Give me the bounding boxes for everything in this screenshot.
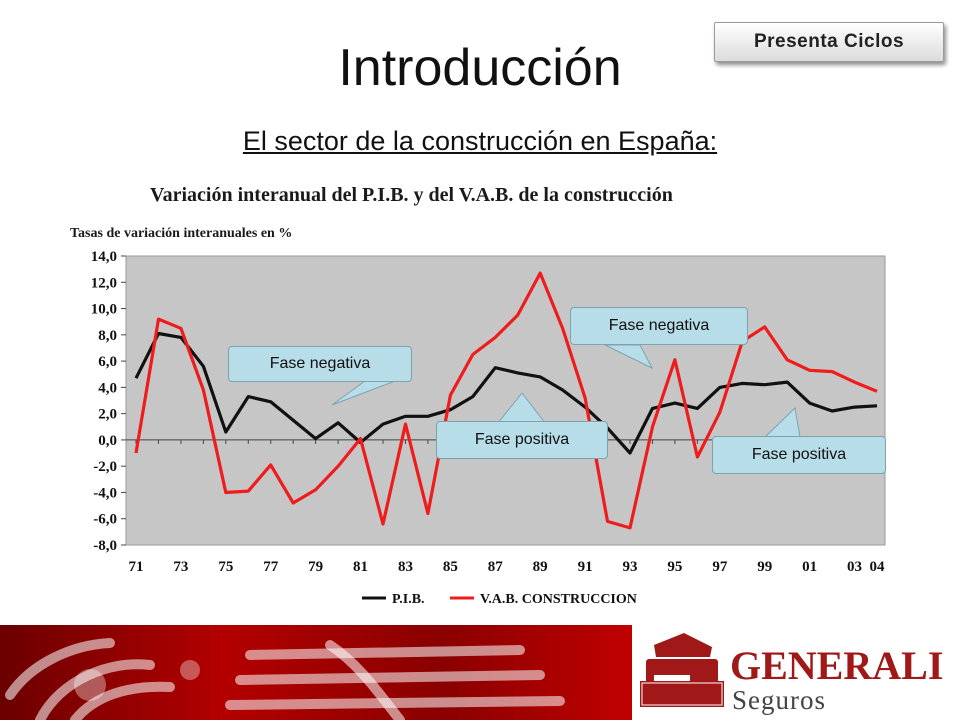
y-tick-label: -6,0 <box>93 512 117 528</box>
x-tick-label: 85 <box>443 559 458 575</box>
series-line-pib <box>134 331 878 455</box>
callout-fase-positiva-2: Fase positiva <box>712 436 886 474</box>
x-tick-label: 71 <box>129 559 144 575</box>
legend-label: V.A.B. CONSTRUCCION <box>480 592 637 607</box>
callout-tail-3 <box>604 344 654 370</box>
x-tick-label: 91 <box>578 559 593 575</box>
callout-fase-positiva-1: Fase positiva <box>436 421 608 459</box>
y-tick-label: 0,0 <box>98 433 117 449</box>
x-tick-label: 93 <box>623 559 638 575</box>
x-tick-label: 01 <box>802 559 817 575</box>
chart-ylabel: Tasas de variación interanuales en % <box>70 226 293 241</box>
line-chart: 14,0 12,0 10,0 8,0 6,0 4,0 2,0 0,0 -2,0 -4,0 -6,0 -… <box>91 249 886 607</box>
y-tick-label: 6,0 <box>98 354 117 370</box>
callout-fase-negativa-2: Fase negativa <box>570 307 748 345</box>
y-tick-label: 4,0 <box>98 380 117 396</box>
y-tick-label: 2,0 <box>98 407 117 423</box>
callout-fase-negativa-1: Fase negativa <box>228 346 412 382</box>
presenta-ciclos-button[interactable]: Presenta Ciclos <box>714 22 944 62</box>
y-tick-label: 8,0 <box>98 328 117 344</box>
x-tick-label: 89 <box>533 559 548 575</box>
x-tick-label: 83 <box>398 559 413 575</box>
x-tick-label: 79 <box>308 559 323 575</box>
y-tick-label: -2,0 <box>93 459 117 475</box>
series-line-vab-construccion <box>134 271 878 530</box>
slide-title: Introducción <box>338 39 622 97</box>
x-tick-label: 95 <box>667 559 682 575</box>
generali-wordmark: GENERALI <box>730 643 943 688</box>
y-tick-label: 10,0 <box>91 302 117 318</box>
legend-label: P.I.B. <box>392 592 425 607</box>
footer-banner <box>0 625 632 720</box>
generali-logo: GENERALI Seguros <box>632 625 960 720</box>
x-tick-label: 77 <box>263 559 279 575</box>
x-tick-label: 04 <box>870 559 886 575</box>
x-tick-label: 99 <box>757 559 772 575</box>
x-tick-label: 97 <box>712 559 728 575</box>
winged-lion-graphic <box>5 638 565 720</box>
x-tick-label: 81 <box>353 559 368 575</box>
x-tick-label: 03 <box>847 559 862 575</box>
chart-title: Variación interanual del P.I.B. y del V.… <box>150 184 673 206</box>
slide-subtitle: El sector de la construcción en España: <box>242 126 718 156</box>
y-tick-label: 14,0 <box>91 249 117 265</box>
y-tick-label: -8,0 <box>93 538 117 554</box>
plot-area <box>125 255 886 546</box>
y-tick-label: -4,0 <box>93 485 117 501</box>
x-tick-label: 73 <box>173 559 188 575</box>
x-tick-label: 75 <box>218 559 233 575</box>
seguros-wordmark: Seguros <box>732 685 826 715</box>
x-tick-label: 87 <box>488 559 504 575</box>
y-tick-label: 12,0 <box>91 275 117 291</box>
